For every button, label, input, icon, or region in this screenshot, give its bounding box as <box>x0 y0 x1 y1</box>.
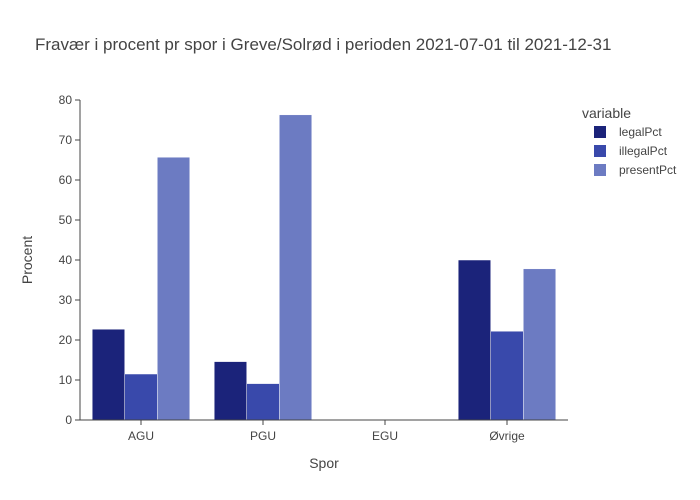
legend[interactable]: variable legalPct illegalPct presentPct <box>582 105 677 177</box>
x-axis: AGU PGU EGU Øvrige <box>80 419 568 443</box>
x-axis-title: Spor <box>309 455 339 471</box>
legend-item-presentPct[interactable]: presentPct <box>594 163 677 177</box>
y-tick-label: 50 <box>59 213 73 227</box>
y-tick-label: 0 <box>65 413 72 427</box>
legend-swatch <box>594 164 606 176</box>
bar-illegalPct-Øvrige[interactable] <box>490 330 524 421</box>
bar-illegalPct-PGU[interactable] <box>246 383 280 421</box>
legend-label: presentPct <box>619 163 677 177</box>
x-tick-label: AGU <box>128 429 154 443</box>
legend-label: illegalPct <box>619 144 668 158</box>
bar-illegalPct-AGU[interactable] <box>124 373 158 421</box>
x-tick-label: PGU <box>250 429 276 443</box>
bar-presentPct-Øvrige[interactable] <box>523 268 557 421</box>
y-tick-label: 80 <box>59 93 73 107</box>
y-axis-title: Procent <box>19 236 35 284</box>
chart-title: Fravær i procent pr spor i Greve/Solrød … <box>35 35 611 54</box>
bars-group <box>91 114 557 421</box>
y-tick-label: 10 <box>59 373 73 387</box>
y-tick-label: 40 <box>59 253 73 267</box>
bar-presentPct-PGU[interactable] <box>279 114 313 421</box>
y-tick-label: 70 <box>59 133 73 147</box>
x-tick-label: EGU <box>372 429 398 443</box>
y-tick-label: 20 <box>59 333 73 347</box>
legend-title: variable <box>582 105 631 121</box>
bar-presentPct-AGU[interactable] <box>157 156 191 421</box>
bar-legalPct-AGU[interactable] <box>91 328 125 421</box>
y-tick-label: 30 <box>59 293 73 307</box>
legend-swatch <box>594 145 606 157</box>
x-tick-label: Øvrige <box>489 429 525 443</box>
legend-swatch <box>594 126 606 138</box>
bar-legalPct-Øvrige[interactable] <box>457 259 491 421</box>
y-tick-label: 60 <box>59 173 73 187</box>
y-axis: 0 10 20 30 40 50 60 70 80 <box>59 93 81 427</box>
legend-label: legalPct <box>619 125 662 139</box>
bar-legalPct-PGU[interactable] <box>213 361 247 421</box>
legend-item-illegalPct[interactable]: illegalPct <box>594 144 668 158</box>
legend-item-legalPct[interactable]: legalPct <box>594 125 662 139</box>
